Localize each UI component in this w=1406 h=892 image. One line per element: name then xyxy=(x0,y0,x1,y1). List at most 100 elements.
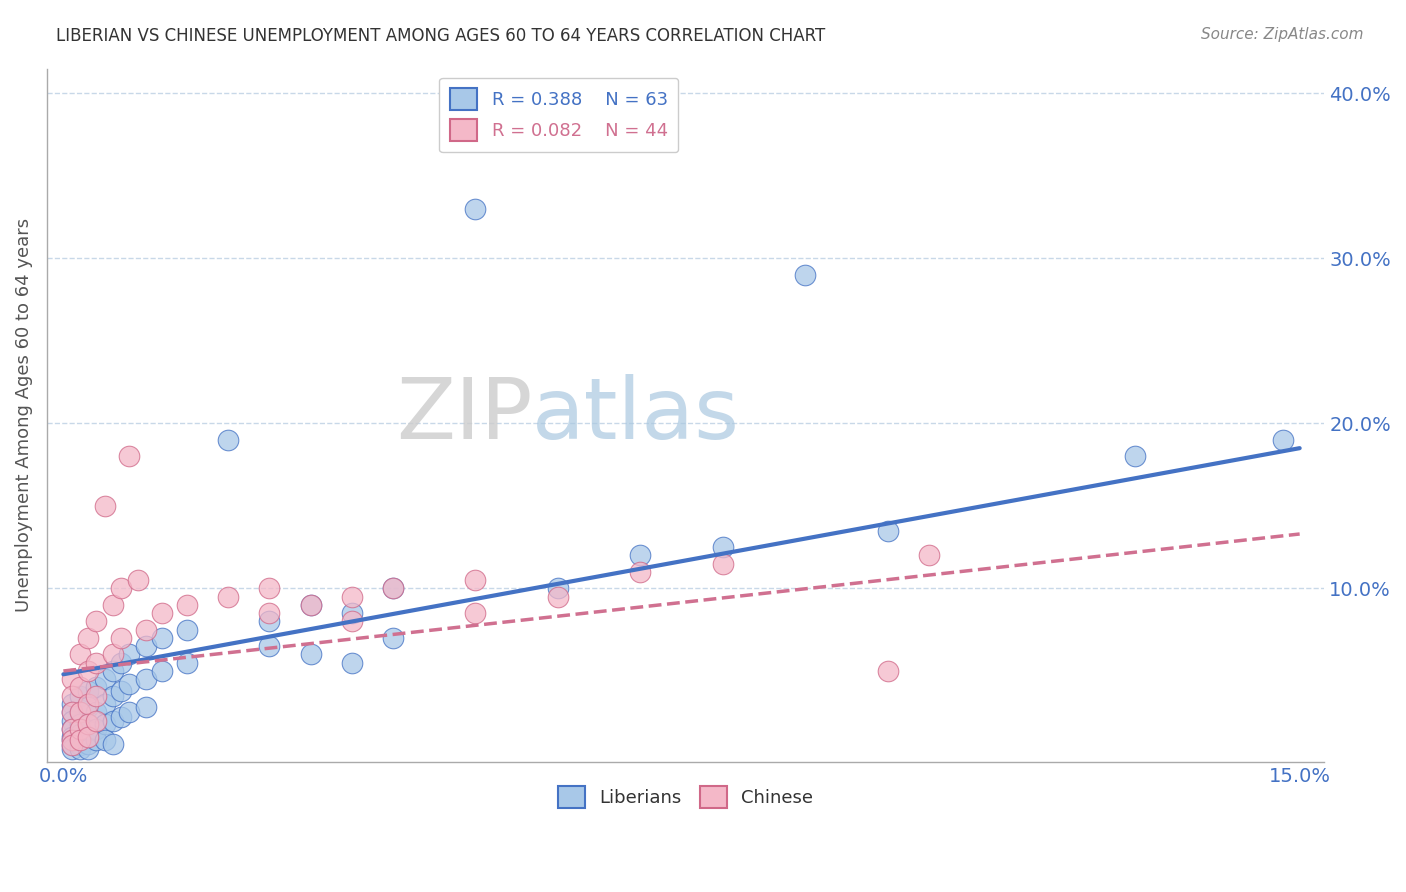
Point xyxy=(628,549,651,563)
Point xyxy=(60,733,83,747)
Point xyxy=(77,716,100,731)
Point xyxy=(547,582,569,596)
Point xyxy=(69,705,91,719)
Point xyxy=(150,631,173,645)
Point xyxy=(464,606,486,620)
Point xyxy=(259,606,281,620)
Point xyxy=(86,722,108,736)
Point xyxy=(135,672,157,686)
Point xyxy=(93,697,115,711)
Point xyxy=(77,631,100,645)
Point xyxy=(77,716,100,731)
Point xyxy=(77,697,100,711)
Point xyxy=(176,623,198,637)
Point xyxy=(118,648,141,662)
Point xyxy=(382,582,405,596)
Point xyxy=(101,714,124,728)
Point xyxy=(711,557,734,571)
Point xyxy=(135,639,157,653)
Point xyxy=(259,615,281,629)
Point xyxy=(60,733,83,747)
Point xyxy=(69,681,91,695)
Point xyxy=(60,739,83,753)
Point xyxy=(60,722,83,736)
Point xyxy=(259,639,281,653)
Point xyxy=(93,716,115,731)
Point xyxy=(77,730,100,744)
Point xyxy=(101,737,124,751)
Point xyxy=(77,700,100,714)
Point xyxy=(176,656,198,670)
Text: Source: ZipAtlas.com: Source: ZipAtlas.com xyxy=(1201,27,1364,42)
Point xyxy=(60,705,83,719)
Point xyxy=(60,714,83,728)
Point xyxy=(69,648,91,662)
Text: ZIP: ZIP xyxy=(396,374,533,457)
Point xyxy=(876,524,898,538)
Point xyxy=(60,705,83,719)
Point xyxy=(110,710,132,724)
Point xyxy=(60,741,83,756)
Point xyxy=(110,656,132,670)
Point xyxy=(1272,433,1295,447)
Point xyxy=(217,590,239,604)
Point xyxy=(299,598,322,612)
Y-axis label: Unemployment Among Ages 60 to 64 years: Unemployment Among Ages 60 to 64 years xyxy=(15,218,32,612)
Point xyxy=(77,664,100,678)
Point xyxy=(340,656,363,670)
Point xyxy=(135,700,157,714)
Point xyxy=(60,697,83,711)
Point xyxy=(1123,450,1146,464)
Point xyxy=(110,683,132,698)
Text: atlas: atlas xyxy=(533,374,741,457)
Point xyxy=(711,540,734,554)
Point xyxy=(110,582,132,596)
Point xyxy=(86,705,108,719)
Point xyxy=(217,433,239,447)
Point xyxy=(101,689,124,703)
Point xyxy=(69,733,91,747)
Legend: Liberians, Chinese: Liberians, Chinese xyxy=(551,779,821,815)
Text: LIBERIAN VS CHINESE UNEMPLOYMENT AMONG AGES 60 TO 64 YEARS CORRELATION CHART: LIBERIAN VS CHINESE UNEMPLOYMENT AMONG A… xyxy=(56,27,825,45)
Point xyxy=(101,598,124,612)
Point xyxy=(464,573,486,587)
Point xyxy=(69,733,91,747)
Point xyxy=(794,268,817,282)
Point xyxy=(60,730,83,744)
Point xyxy=(77,683,100,698)
Point xyxy=(60,739,83,753)
Point xyxy=(69,716,91,731)
Point xyxy=(382,631,405,645)
Point xyxy=(259,582,281,596)
Point xyxy=(86,689,108,703)
Point xyxy=(69,741,91,756)
Point xyxy=(69,722,91,736)
Point xyxy=(118,677,141,691)
Point xyxy=(176,598,198,612)
Point xyxy=(69,689,91,703)
Point xyxy=(127,573,149,587)
Point xyxy=(118,705,141,719)
Point xyxy=(69,727,91,741)
Point xyxy=(340,606,363,620)
Point xyxy=(150,664,173,678)
Point xyxy=(299,648,322,662)
Point xyxy=(86,681,108,695)
Point xyxy=(77,730,100,744)
Point xyxy=(86,615,108,629)
Point xyxy=(86,733,108,747)
Point xyxy=(69,705,91,719)
Point xyxy=(101,664,124,678)
Point xyxy=(93,733,115,747)
Point xyxy=(918,549,941,563)
Point xyxy=(876,664,898,678)
Point xyxy=(93,672,115,686)
Point xyxy=(77,741,100,756)
Point xyxy=(69,739,91,753)
Point xyxy=(60,689,83,703)
Point xyxy=(60,672,83,686)
Point xyxy=(93,499,115,513)
Point xyxy=(299,598,322,612)
Point xyxy=(77,737,100,751)
Point xyxy=(547,590,569,604)
